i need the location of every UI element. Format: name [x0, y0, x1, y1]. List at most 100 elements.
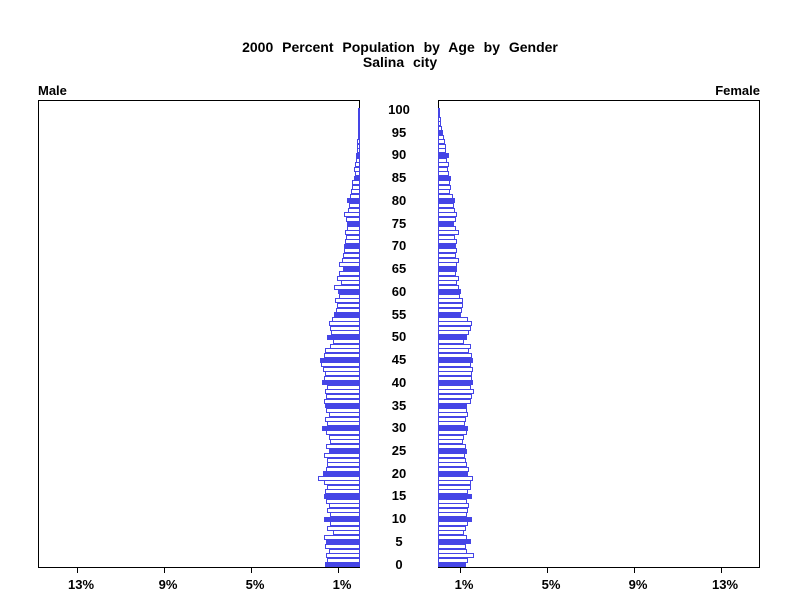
- female-age-39-bar: [438, 385, 471, 390]
- age-axis-label-50: 50: [391, 329, 407, 344]
- female-age-14-bar: [438, 499, 467, 504]
- male-age-59-bar: [339, 294, 360, 299]
- male-age-81-bar: [350, 194, 360, 199]
- male-age-21-bar: [326, 467, 360, 472]
- female-age-67-bar: [438, 258, 459, 263]
- female-age-10-bar: [438, 517, 472, 522]
- female-age-50-bar: [438, 335, 467, 340]
- male-age-67-bar: [342, 258, 360, 263]
- female-pct-13-label: 13%: [711, 577, 739, 592]
- age-axis-label-40: 40: [391, 375, 407, 390]
- age-axis-label-85: 85: [391, 170, 407, 185]
- female-age-15-bar: [438, 494, 472, 499]
- female-age-28-bar: [438, 435, 464, 440]
- male-age-90-bar: [356, 153, 360, 158]
- female-age-76-bar: [438, 217, 456, 222]
- male-pyramid-panel: [38, 100, 360, 568]
- female-age-92-bar: [438, 144, 446, 149]
- age-axis-label-60: 60: [391, 284, 407, 299]
- female-age-21-bar: [438, 467, 469, 472]
- male-age-70-bar: [344, 244, 360, 249]
- male-pct-13-label: 13%: [67, 577, 95, 592]
- female-age-63-bar: [438, 276, 459, 281]
- male-age-39-bar: [327, 385, 360, 390]
- male-age-61-bar: [334, 285, 360, 290]
- male-age-43-bar: [323, 367, 360, 372]
- female-pct-9-tick: [634, 568, 635, 573]
- age-axis-label-35: 35: [391, 398, 407, 413]
- male-age-28-bar: [329, 435, 360, 440]
- female-age-68-bar: [438, 253, 456, 258]
- female-pct-1-tick: [460, 568, 461, 573]
- age-axis-label-10: 10: [391, 511, 407, 526]
- age-axis-label-0: 0: [395, 557, 403, 572]
- female-panel-label: Female: [715, 83, 760, 98]
- female-age-89-bar: [438, 158, 447, 163]
- female-age-96-bar: [438, 126, 442, 131]
- female-age-74-bar: [438, 226, 456, 231]
- male-age-74-bar: [347, 226, 360, 231]
- male-age-26-bar: [326, 444, 360, 449]
- male-age-45-bar: [320, 358, 360, 363]
- age-axis-label-75: 75: [391, 216, 407, 231]
- male-age-87-bar: [354, 167, 360, 172]
- female-pct-5-label: 5%: [541, 577, 561, 592]
- male-pct-1-label: 1%: [332, 577, 352, 592]
- age-axis-label-95: 95: [391, 125, 407, 140]
- male-age-89-bar: [356, 158, 360, 163]
- male-age-10-bar: [324, 517, 360, 522]
- male-age-3-bar: [329, 549, 360, 554]
- female-age-8-bar: [438, 526, 466, 531]
- female-age-94-bar: [438, 135, 444, 140]
- female-age-100-bar: [438, 108, 440, 113]
- male-age-68-bar: [343, 253, 360, 258]
- age-axis-label-45: 45: [391, 352, 407, 367]
- female-age-37-bar: [438, 394, 472, 399]
- male-pct-9-label: 9%: [158, 577, 178, 592]
- male-pct-13-tick: [77, 568, 78, 573]
- male-age-50-bar: [327, 335, 360, 340]
- female-age-4-bar: [438, 544, 466, 549]
- female-age-3-bar: [438, 549, 467, 554]
- male-age-83-bar: [352, 185, 360, 190]
- male-age-52-bar: [330, 326, 360, 331]
- male-age-98-bar: [358, 117, 360, 122]
- male-age-54-bar: [332, 317, 360, 322]
- female-pct-1-label: 1%: [454, 577, 474, 592]
- age-axis-label-5: 5: [395, 534, 403, 549]
- male-age-12-bar: [327, 508, 360, 513]
- female-age-79-bar: [438, 203, 454, 208]
- male-age-8-bar: [327, 526, 360, 531]
- male-age-14-bar: [326, 499, 360, 504]
- female-age-1-bar: [438, 558, 468, 563]
- male-age-48-bar: [330, 344, 360, 349]
- male-age-78-bar: [348, 208, 360, 213]
- age-axis-label-30: 30: [391, 420, 407, 435]
- female-age-34-bar: [438, 408, 467, 413]
- female-age-83-bar: [438, 185, 451, 190]
- age-axis-label-65: 65: [391, 261, 407, 276]
- male-age-6-bar: [324, 535, 360, 540]
- female-age-41-bar: [438, 376, 472, 381]
- male-age-76-bar: [346, 217, 360, 222]
- male-age-32-bar: [325, 417, 360, 422]
- female-age-19-bar: [438, 476, 473, 481]
- male-age-79-bar: [349, 203, 360, 208]
- male-pct-5-label: 5%: [245, 577, 265, 592]
- chart-title: 2000 Percent Population by Age by Gender…: [0, 40, 800, 70]
- male-pct-9-tick: [164, 568, 165, 573]
- female-pct-5-tick: [547, 568, 548, 573]
- female-age-26-bar: [438, 444, 466, 449]
- male-age-92-bar: [357, 144, 360, 149]
- chart-title-line1: 2000 Percent Population by Age by Gender: [242, 39, 558, 55]
- male-age-96-bar: [358, 126, 360, 131]
- female-age-85-bar: [438, 176, 451, 181]
- age-axis-label-20: 20: [391, 466, 407, 481]
- female-age-59-bar: [438, 294, 460, 299]
- age-axis-label-25: 25: [391, 443, 407, 458]
- male-pct-5-tick: [251, 568, 252, 573]
- male-age-30-bar: [322, 426, 360, 431]
- female-age-61-bar: [438, 285, 459, 290]
- female-age-36-bar: [438, 399, 471, 404]
- female-age-48-bar: [438, 344, 471, 349]
